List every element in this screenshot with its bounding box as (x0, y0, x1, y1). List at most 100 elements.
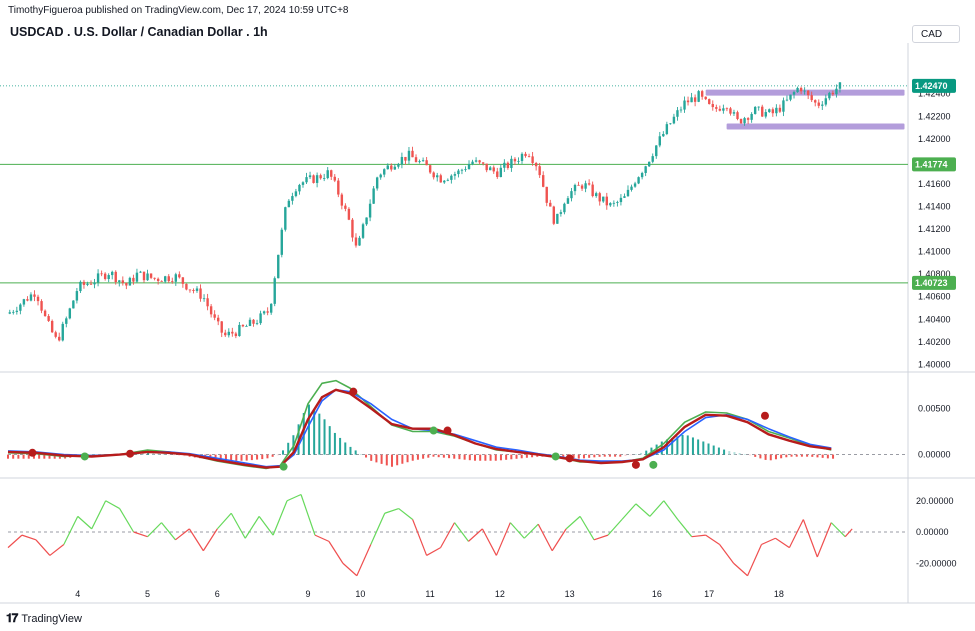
candle-body[interactable] (517, 160, 520, 162)
candle-body[interactable] (637, 177, 640, 184)
candle-body[interactable] (19, 304, 22, 311)
candle-body[interactable] (711, 104, 714, 108)
candle-body[interactable] (337, 180, 340, 195)
candle-body[interactable] (669, 123, 672, 125)
candle-body[interactable] (513, 158, 517, 162)
candle-body[interactable] (298, 184, 301, 192)
candle-body[interactable] (266, 311, 269, 313)
candle-body[interactable] (206, 298, 209, 307)
candle-body[interactable] (602, 196, 605, 202)
candle-body[interactable] (789, 94, 792, 100)
candle-body[interactable] (598, 193, 601, 202)
candle-body[interactable] (259, 313, 262, 324)
candle-body[interactable] (291, 196, 294, 201)
candle-body[interactable] (474, 160, 478, 162)
candle-body[interactable] (400, 156, 404, 165)
candle-body[interactable] (202, 298, 206, 300)
candle-body[interactable] (411, 150, 414, 158)
candle-body[interactable] (644, 166, 647, 173)
candle-body[interactable] (534, 162, 538, 167)
candle-body[interactable] (15, 310, 19, 312)
candle-body[interactable] (446, 179, 450, 181)
candle-body[interactable] (746, 118, 750, 120)
candle-body[interactable] (672, 116, 676, 124)
candle-body[interactable] (640, 172, 644, 178)
candle-body[interactable] (262, 311, 266, 314)
cross-marker[interactable] (760, 411, 769, 420)
candle-body[interactable] (743, 118, 746, 124)
candle-body[interactable] (294, 191, 298, 197)
candle-body[interactable] (753, 106, 757, 114)
candle-body[interactable] (312, 175, 315, 183)
candle-body[interactable] (828, 92, 831, 99)
candle-body[interactable] (8, 312, 11, 314)
resistance-zone[interactable] (705, 89, 905, 96)
candle-body[interactable] (425, 160, 428, 166)
candle-body[interactable] (135, 272, 139, 282)
osc-line[interactable] (7, 388, 832, 469)
candle-body[interactable] (630, 186, 633, 190)
candle-body[interactable] (188, 289, 192, 291)
candle-body[interactable] (499, 167, 503, 177)
candle-body[interactable] (665, 124, 669, 134)
candle-body[interactable] (750, 113, 753, 120)
candle-body[interactable] (390, 165, 393, 170)
candle-body[interactable] (139, 271, 142, 273)
candle-body[interactable] (330, 170, 333, 177)
candle-body[interactable] (573, 184, 577, 192)
candle-body[interactable] (591, 184, 594, 197)
candle-body[interactable] (269, 303, 273, 313)
candle-body[interactable] (199, 288, 202, 299)
candle-body[interactable] (358, 237, 361, 246)
candle-body[interactable] (407, 150, 411, 161)
candle-body[interactable] (503, 162, 506, 168)
candle-body[interactable] (736, 112, 739, 119)
candle-body[interactable] (121, 280, 125, 283)
candle-body[interactable] (545, 186, 548, 203)
candle-body[interactable] (26, 299, 29, 301)
candle-body[interactable] (315, 175, 319, 183)
candle-body[interactable] (22, 299, 26, 305)
candle-body[interactable] (679, 109, 683, 111)
candle-body[interactable] (457, 170, 460, 175)
candle-body[interactable] (414, 157, 418, 163)
candle-body[interactable] (739, 118, 743, 124)
candle-body[interactable] (404, 156, 407, 161)
candle-body[interactable] (393, 166, 397, 170)
candle-body[interactable] (107, 275, 110, 279)
candle-body[interactable] (778, 107, 782, 112)
candle-body[interactable] (436, 175, 439, 178)
candle-body[interactable] (806, 90, 810, 96)
candle-body[interactable] (676, 110, 679, 117)
cross-marker[interactable] (443, 426, 452, 435)
candle-body[interactable] (651, 156, 654, 162)
candle-body[interactable] (619, 197, 623, 203)
cross-marker[interactable] (126, 449, 135, 458)
candle-body[interactable] (277, 254, 280, 279)
candle-body[interactable] (764, 112, 767, 117)
candle-body[interactable] (114, 271, 117, 283)
candle-body[interactable] (439, 175, 442, 183)
candle-body[interactable] (496, 171, 499, 177)
candle-body[interactable] (715, 107, 718, 109)
candle-body[interactable] (616, 202, 619, 203)
candle-body[interactable] (775, 107, 778, 114)
candle-body[interactable] (655, 145, 658, 157)
candle-body[interactable] (510, 158, 513, 168)
candle-body[interactable] (732, 112, 736, 114)
candle-body[interactable] (729, 108, 732, 114)
candle-body[interactable] (333, 176, 336, 181)
cross-marker[interactable] (631, 460, 640, 469)
cross-marker[interactable] (28, 448, 37, 457)
candle-body[interactable] (418, 161, 421, 163)
candle-body[interactable] (146, 273, 149, 281)
candle-body[interactable] (185, 283, 188, 290)
candle-body[interactable] (566, 198, 570, 204)
candle-body[interactable] (722, 108, 725, 111)
candle-body[interactable] (379, 174, 382, 178)
candle-body[interactable] (181, 277, 185, 284)
candle-body[interactable] (308, 175, 312, 178)
candle-body[interactable] (796, 87, 799, 93)
candle-body[interactable] (132, 277, 135, 282)
candle-body[interactable] (365, 217, 368, 225)
